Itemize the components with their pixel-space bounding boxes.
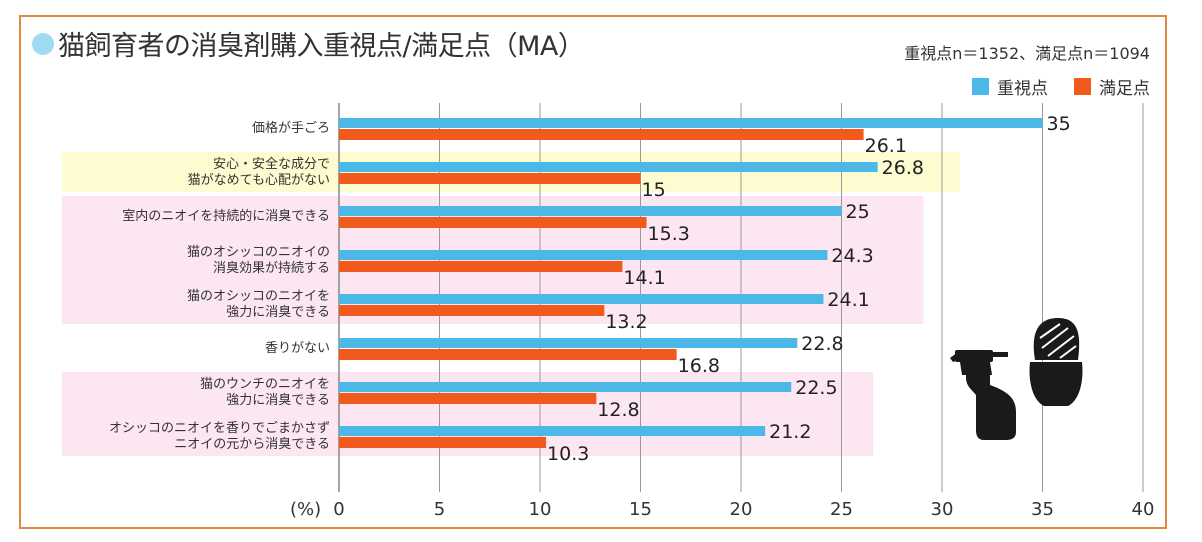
value-label-importance: 25 xyxy=(846,201,870,223)
bar-importance xyxy=(339,426,766,436)
container-icon xyxy=(1029,318,1083,406)
legend-item-importance: 重視点 xyxy=(972,74,1048,99)
legend-swatch-orange xyxy=(1074,78,1091,95)
bar-satisfaction xyxy=(339,393,597,404)
value-label-importance: 22.8 xyxy=(801,333,843,355)
x-tick-label: 5 xyxy=(434,499,445,520)
legend-label: 重視点 xyxy=(997,79,1048,99)
value-label-importance: 24.1 xyxy=(827,289,869,311)
x-tick-label: 30 xyxy=(931,499,954,520)
bar-importance xyxy=(339,206,842,216)
category-label: 消臭効果が持続する xyxy=(213,261,330,276)
value-label-importance: 24.3 xyxy=(831,245,873,267)
legend-item-satisfaction: 満足点 xyxy=(1074,74,1150,99)
bar-satisfaction xyxy=(339,437,547,448)
bar-importance xyxy=(339,294,824,304)
x-axis-unit: (%) xyxy=(290,499,321,520)
sample-size-note: 重視点n＝1352、満足点n＝1094 xyxy=(904,44,1150,63)
value-label-satisfaction: 12.8 xyxy=(597,399,639,421)
bar-satisfaction xyxy=(339,261,623,272)
bar-importance xyxy=(339,162,878,172)
legend-swatch-blue xyxy=(972,78,989,95)
bullet-dot-icon xyxy=(32,32,54,55)
chart-title-wrap: 猫飼育者の消臭剤購入重視点/満足点（MA） xyxy=(32,24,585,63)
bar-importance xyxy=(339,250,828,260)
x-tick-label: 15 xyxy=(629,499,652,520)
chart-frame xyxy=(19,15,1167,529)
x-tick-label: 0 xyxy=(333,499,344,520)
category-label: 香りがない xyxy=(265,341,330,356)
category-label: オシッコのニオイを香りでごまかさず xyxy=(109,420,330,436)
value-label-satisfaction: 13.2 xyxy=(605,311,647,333)
value-label-satisfaction: 15 xyxy=(642,179,666,201)
value-label-importance: 22.5 xyxy=(795,377,837,399)
bar-importance xyxy=(339,382,792,392)
value-label-importance: 21.2 xyxy=(769,421,811,443)
x-tick-label: 20 xyxy=(730,499,753,520)
category-label: 猫のウンチのニオイを xyxy=(200,377,330,392)
bar-importance xyxy=(339,118,1043,128)
x-tick-label: 35 xyxy=(1031,499,1054,520)
bar-satisfaction xyxy=(339,129,864,140)
category-label: 価格が手ごろ xyxy=(252,120,330,136)
value-label-satisfaction: 16.8 xyxy=(678,355,720,377)
value-label-satisfaction: 15.3 xyxy=(648,223,690,245)
x-tick-label: 10 xyxy=(529,499,552,520)
value-label-satisfaction: 10.3 xyxy=(547,443,589,465)
category-label: 猫がなめても心配がない xyxy=(188,173,330,188)
value-label-satisfaction: 26.1 xyxy=(865,135,907,157)
bar-satisfaction xyxy=(339,349,677,360)
legend-label: 満足点 xyxy=(1099,79,1150,99)
category-label: 室内のニオイを持続的に消臭できる xyxy=(122,208,330,224)
bar-satisfaction xyxy=(339,305,605,316)
bar-satisfaction xyxy=(339,173,641,184)
legend: 重視点 満足点 xyxy=(972,74,1150,99)
x-tick-label: 25 xyxy=(830,499,853,520)
category-label: 強力に消臭できる xyxy=(226,393,330,408)
bar-satisfaction xyxy=(339,217,647,228)
category-label: 強力に消臭できる xyxy=(226,305,330,320)
value-label-importance: 35 xyxy=(1047,113,1071,135)
value-label-satisfaction: 14.1 xyxy=(623,267,665,289)
chart-title: 猫飼育者の消臭剤購入重視点/満足点（MA） xyxy=(58,31,585,62)
bar-importance xyxy=(339,338,798,348)
category-label: 猫のオシッコのニオイを xyxy=(187,289,330,304)
x-tick-label: 40 xyxy=(1132,499,1155,520)
spray-bottle-icon xyxy=(950,350,1016,440)
category-label: 猫のオシッコのニオイの xyxy=(187,245,330,260)
value-label-importance: 26.8 xyxy=(882,157,924,179)
category-label: 安心・安全な成分で xyxy=(213,156,330,172)
category-label: ニオイの元から消臭できる xyxy=(174,437,330,452)
